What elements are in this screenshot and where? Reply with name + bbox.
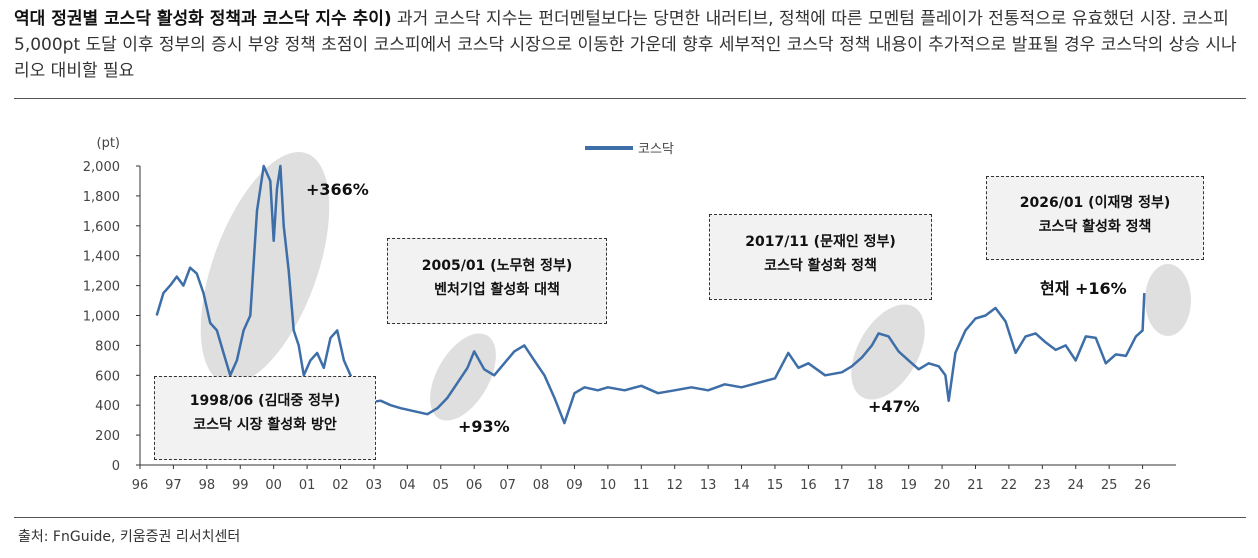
annotation-label: +93% (458, 417, 510, 436)
policy-box-2005: 2005/01 (노무현 정부) 벤처기업 활성화 대책 (387, 238, 607, 324)
chart-series (155, 164, 1146, 425)
x-tick-label: 02 (332, 478, 349, 493)
y-tick-label: 1,400 (83, 250, 120, 265)
x-tick-label: 07 (499, 478, 516, 493)
policy-box-2026-date: 2026/01 (이재명 정부) (1019, 195, 1171, 211)
chart-legend: 코스닥 (585, 142, 674, 157)
policy-box-2026-policy: 코스닥 활성화 정책 (1038, 219, 1152, 235)
x-tick-label: 24 (1067, 478, 1084, 493)
y-tick-label: 1,000 (83, 310, 120, 325)
x-tick-label: 98 (199, 478, 216, 493)
y-tick-label: 600 (95, 369, 120, 384)
y-tick-label: 200 (95, 429, 120, 444)
header-body: 과거 코스닥 지수는 펀더멘털보다는 당면한 내러티브, 정책에 따른 모멘텀 … (14, 9, 1237, 81)
legend-label-kosdaq: 코스닥 (638, 142, 674, 157)
x-tick-label: 99 (232, 478, 249, 493)
y-tick-label: 800 (95, 339, 120, 354)
annotation-label: +47% (868, 397, 920, 416)
x-tick-label: 09 (566, 478, 583, 493)
x-tick-label: 20 (934, 478, 951, 493)
x-tick-label: 15 (767, 478, 784, 493)
chart-annotations: +366% +93% +47% 현재 +16% (306, 180, 1127, 436)
annotation-label: 현재 +16% (1040, 279, 1127, 298)
x-tick-label: 18 (867, 478, 884, 493)
x-tick-label: 14 (733, 478, 750, 493)
footer-divider (14, 517, 1246, 518)
policy-box-1998: 1998/06 (김대중 정부) 코스닥 시장 활성화 방안 (154, 376, 376, 460)
y-tick-label: 0 (112, 459, 120, 474)
x-tick-label: 96 (132, 478, 149, 493)
policy-box-2017-policy: 코스닥 활성화 정책 (764, 258, 877, 274)
x-tick-label: 23 (1034, 478, 1051, 493)
x-tick-label: 97 (165, 478, 182, 493)
policy-box-2005-policy: 벤처기업 활성화 대책 (434, 282, 560, 298)
x-tick-label: 08 (533, 478, 550, 493)
x-tick-label: 11 (633, 478, 650, 493)
x-tick-label: 26 (1134, 478, 1151, 493)
x-tick-label: 05 (433, 478, 450, 493)
y-tick-label: 1,800 (83, 190, 120, 205)
source-note: 출처: FnGuide, 키움증권 리서치센터 (18, 529, 241, 545)
annotation-label: +366% (306, 180, 369, 199)
x-tick-label: 12 (666, 478, 683, 493)
policy-box-1998-policy: 코스닥 시장 활성화 방안 (193, 417, 337, 433)
y-axis-unit: (pt) (97, 136, 121, 151)
policy-box-1998-date: 1998/06 (김대중 정부) (189, 393, 341, 409)
kosdaq-chart: 02004006008001,0001,2001,4001,6001,8002,… (83, 136, 1191, 493)
header-title: 역대 정권별 코스닥 활성화 정책과 코스닥 지수 추이) (14, 9, 392, 29)
y-tick-label: 1,600 (83, 220, 120, 235)
policy-box-2005-date: 2005/01 (노무현 정부) (421, 258, 573, 274)
x-tick-label: 25 (1101, 478, 1118, 493)
highlight-ellipse-3 (1145, 264, 1191, 336)
kosdaq-line (155, 164, 1146, 425)
x-tick-label: 13 (700, 478, 717, 493)
x-tick-label: 22 (1001, 478, 1018, 493)
header-text: 역대 정권별 코스닥 활성화 정책과 코스닥 지수 추이) 과거 코스닥 지수는… (14, 6, 1246, 84)
x-tick-label: 17 (834, 478, 851, 493)
x-tick-label: 10 (600, 478, 617, 493)
chart-axes: 02004006008001,0001,2001,4001,6001,8002,… (83, 136, 1176, 493)
y-tick-label: 400 (95, 399, 120, 414)
highlight-ellipses (200, 151, 1191, 421)
x-tick-label: 04 (399, 478, 416, 493)
policy-box-2017-date: 2017/11 (문재인 정부) (745, 234, 896, 250)
x-tick-label: 03 (366, 478, 383, 493)
x-tick-label: 16 (800, 478, 817, 493)
x-tick-label: 19 (900, 478, 917, 493)
policy-box-2017: 2017/11 (문재인 정부) 코스닥 활성화 정책 (709, 214, 932, 300)
highlight-ellipse-1 (430, 333, 496, 421)
y-tick-label: 2,000 (83, 160, 120, 175)
highlight-ellipse-2 (851, 304, 925, 400)
header-divider (14, 98, 1246, 99)
x-tick-label: 06 (466, 478, 483, 493)
y-tick-label: 1,200 (83, 280, 120, 295)
highlight-ellipse-0 (200, 151, 330, 385)
policy-box-2026: 2026/01 (이재명 정부) 코스닥 활성화 정책 (986, 176, 1204, 260)
x-tick-label: 01 (299, 478, 316, 493)
x-tick-label: 21 (967, 478, 984, 493)
x-tick-label: 00 (265, 478, 282, 493)
